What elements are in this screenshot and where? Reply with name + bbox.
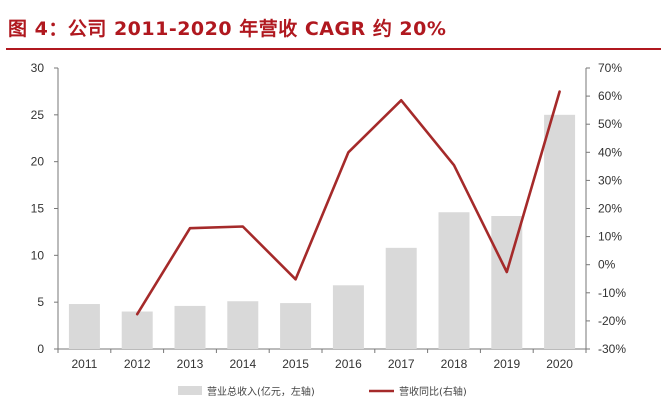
bar-series xyxy=(68,114,576,349)
right-tick-label: 40% xyxy=(598,145,622,159)
yoy-growth-line xyxy=(135,90,561,316)
right-axis-labels: -30% -20% -10% 0% 10% 20% 30% 40% 50% 60% 70% xyxy=(598,61,626,356)
right-tick-label: 0% xyxy=(598,258,616,272)
revenue-bar xyxy=(121,311,153,349)
revenue-bar xyxy=(544,114,576,349)
line-series xyxy=(135,90,561,316)
right-tick-label: 30% xyxy=(598,173,622,187)
x-tick-label: 2014 xyxy=(229,357,256,371)
right-tick-label: -30% xyxy=(598,342,626,356)
legend-swatch-revenue xyxy=(178,386,202,395)
revenue-bar xyxy=(385,247,417,349)
x-tick-label: 2015 xyxy=(282,357,309,371)
legend: 营业总收入(亿元，左轴) 营收同比(右轴) xyxy=(178,385,467,398)
title-divider xyxy=(6,48,661,50)
x-tick-label: 2018 xyxy=(441,357,468,371)
legend-label-yoy: 营收同比(右轴) xyxy=(399,385,467,398)
right-tick-label: 60% xyxy=(598,89,622,103)
legend-label-revenue: 营业总收入(亿元，左轴) xyxy=(207,385,315,398)
right-tick-label: 50% xyxy=(598,117,622,131)
x-tick-label: 2016 xyxy=(335,357,362,371)
left-tick-label: 10 xyxy=(31,248,45,262)
x-tick-label: 2012 xyxy=(124,357,151,371)
left-tick-label: 5 xyxy=(37,295,44,309)
right-tick-label: 70% xyxy=(598,61,622,75)
revenue-bar xyxy=(280,303,312,349)
x-tick-label: 2019 xyxy=(493,357,520,371)
x-tick-label: 2017 xyxy=(388,357,415,371)
revenue-bar xyxy=(332,285,364,349)
revenue-bar xyxy=(68,304,100,349)
right-tick-label: 10% xyxy=(598,230,622,244)
revenue-bar xyxy=(438,212,470,349)
x-axis-labels: 2011 2012 2013 2014 2015 2016 2017 2018 2019 2020 xyxy=(71,357,573,371)
left-tick-label: 25 xyxy=(31,108,45,122)
left-axis-labels: 0 5 10 15 20 25 30 xyxy=(31,61,45,356)
x-tick-label: 2011 xyxy=(71,357,97,371)
revenue-bar xyxy=(227,301,259,349)
left-tick-label: 15 xyxy=(31,202,45,216)
x-tick-label: 2013 xyxy=(177,357,204,371)
right-tick-label: 20% xyxy=(598,202,622,216)
figure-title: 图 4：公司 2011-2020 年营收 CAGR 约 20% xyxy=(8,18,447,40)
revenue-bar xyxy=(174,305,206,349)
right-tick-label: -10% xyxy=(598,286,626,300)
x-tick-label: 2020 xyxy=(546,357,573,371)
left-tick-label: 30 xyxy=(31,61,45,75)
left-tick-label: 0 xyxy=(37,342,44,356)
left-tick-label: 20 xyxy=(31,155,45,169)
right-tick-label: -20% xyxy=(598,314,626,328)
